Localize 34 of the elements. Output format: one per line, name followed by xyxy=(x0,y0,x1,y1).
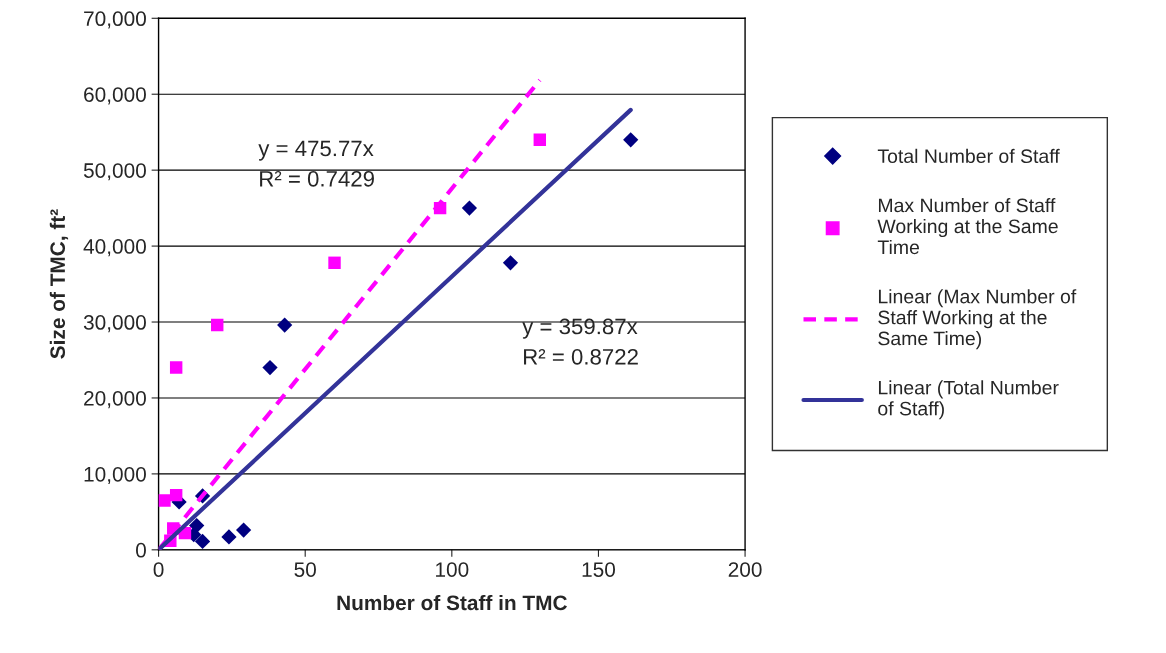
y-tick-label: 40,000 xyxy=(83,239,146,257)
point xyxy=(277,317,293,333)
point xyxy=(262,359,278,376)
annotation: y = 359.87x R² = 0.8722 xyxy=(522,318,638,365)
point xyxy=(461,200,478,216)
point xyxy=(236,522,252,538)
x-tick-label: 150 xyxy=(582,562,616,577)
point xyxy=(623,132,639,148)
x-tick-label: 0 xyxy=(153,562,164,577)
y-tick-label: 30,000 xyxy=(83,315,146,333)
point xyxy=(221,529,237,545)
legend-label: Linear (Total Number of Staff) xyxy=(878,380,1059,420)
y-tick-label: 70,000 xyxy=(84,11,146,29)
y-tick-label: 20,000 xyxy=(84,390,146,409)
point xyxy=(158,494,171,507)
y-tick-label: 0 xyxy=(136,542,146,558)
point xyxy=(502,255,519,271)
x-axis-title: Number of Staff in TMC xyxy=(337,594,567,611)
y-tick-label: 50,000 xyxy=(83,163,146,181)
legend-label: Total Number of Staff xyxy=(877,148,1060,164)
annotation: y = 475.77x R² = 0.7429 xyxy=(258,140,374,187)
y-tick-label: 60,000 xyxy=(84,87,146,105)
legend-label: Linear (Max Number of Staff Working at the Same Time) xyxy=(878,289,1077,350)
point xyxy=(211,318,224,332)
legend-label: Max Number of Staff Working at the Same Time xyxy=(877,198,1058,255)
point xyxy=(169,361,183,374)
x-tick-label: 100 xyxy=(436,562,469,577)
x-tick-label: 200 xyxy=(728,562,762,577)
x-tick-label: 50 xyxy=(294,562,316,577)
point xyxy=(533,133,547,146)
point xyxy=(328,256,341,269)
point xyxy=(194,533,211,550)
y-axis-title: Size of TMC, ft² xyxy=(49,209,69,359)
y-tick-label: 10,000 xyxy=(84,466,146,485)
